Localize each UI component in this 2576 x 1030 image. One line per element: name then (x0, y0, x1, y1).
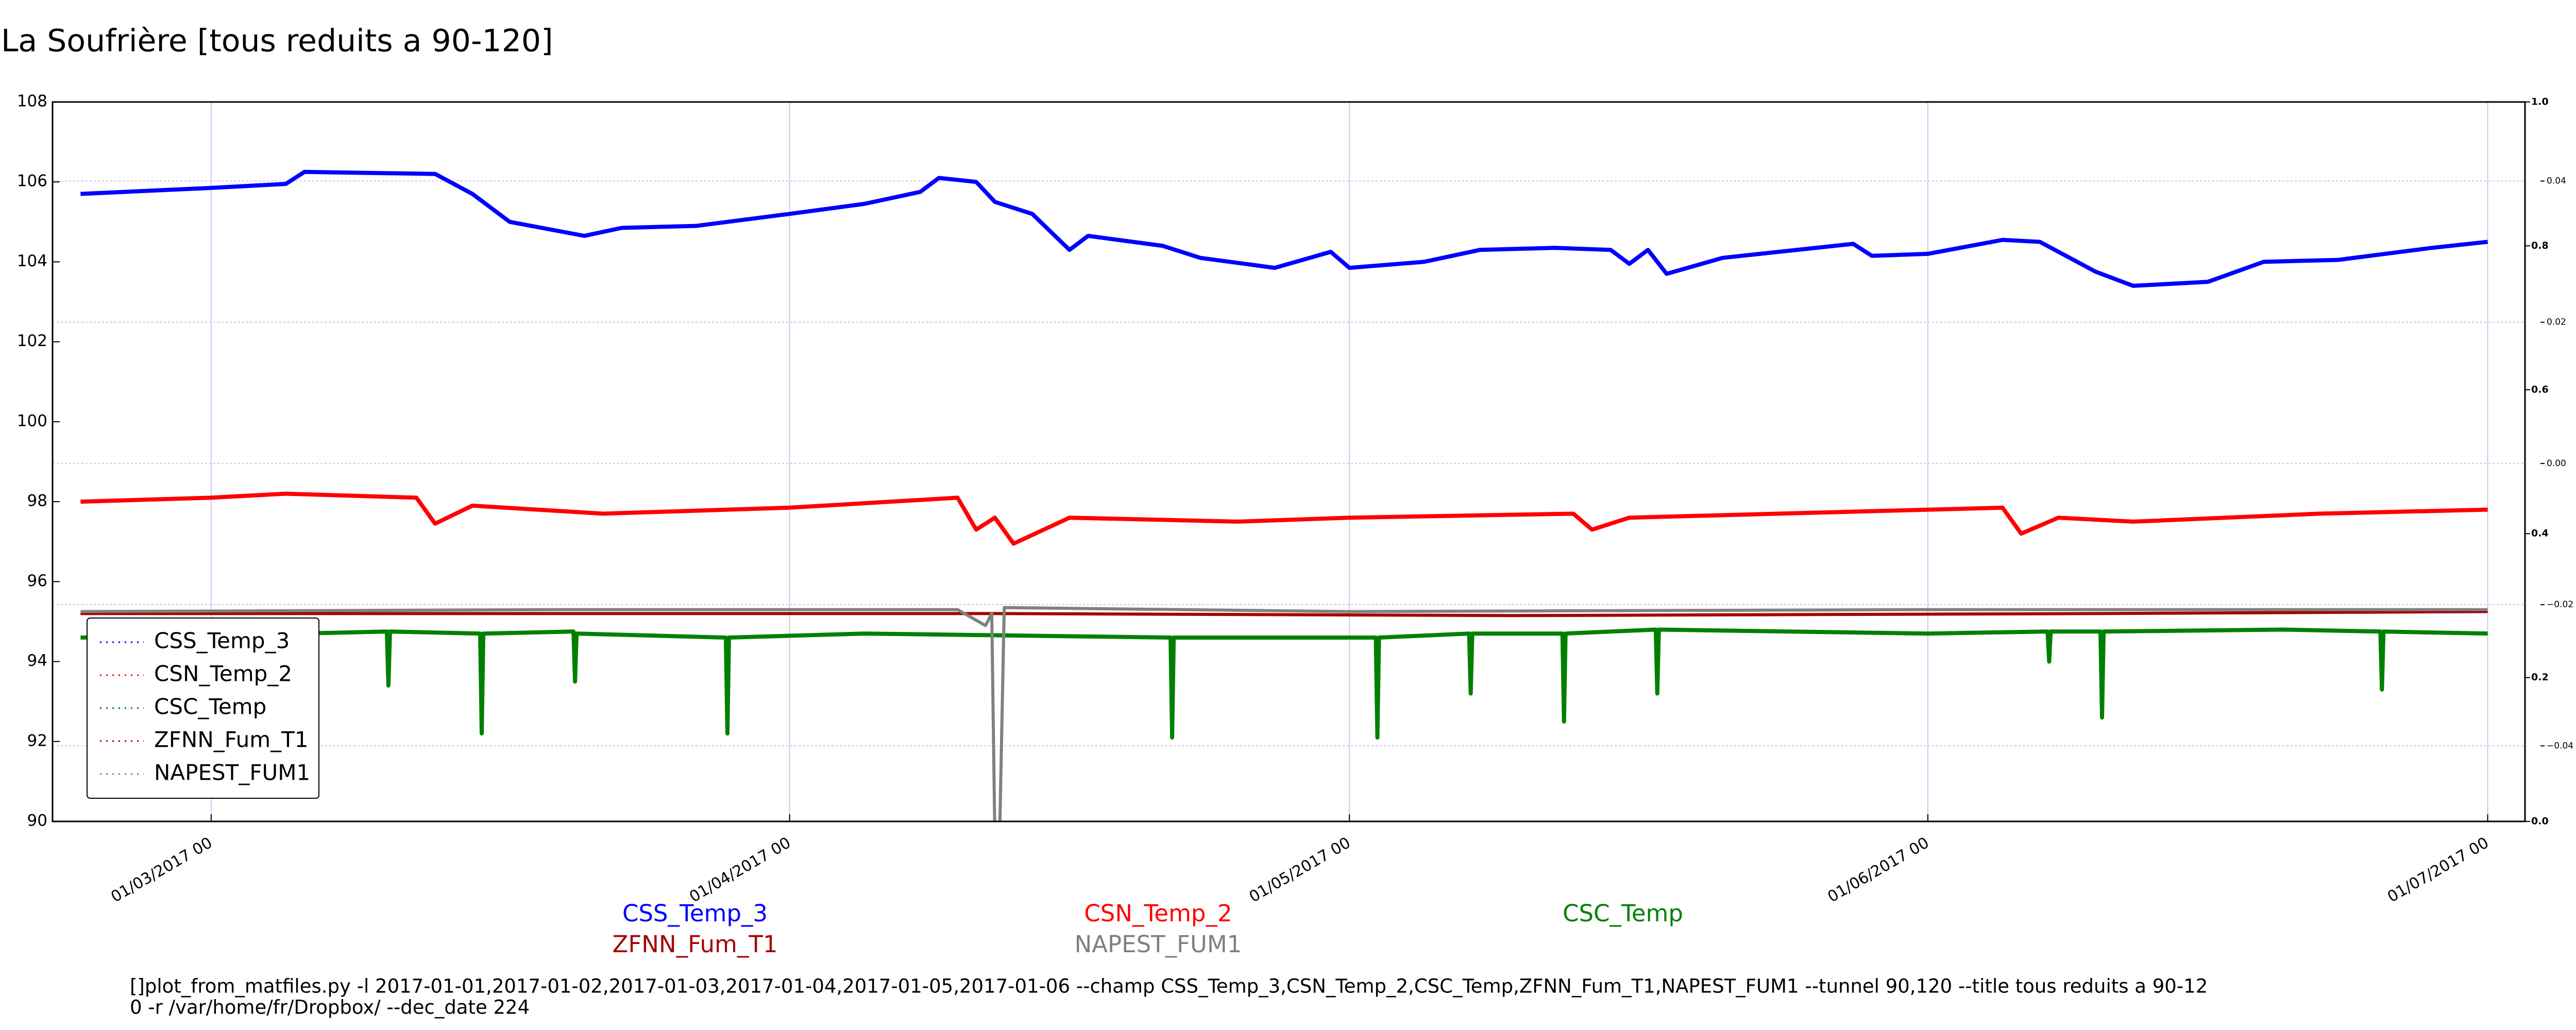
legend-label: CSC_Temp (154, 694, 266, 719)
y3-tick-label: −0.04 (2547, 741, 2573, 751)
y-tick-label: 104 (17, 252, 47, 270)
series-line (80, 169, 2488, 288)
series-line (80, 627, 2488, 740)
y-tick-label: 92 (27, 731, 47, 750)
y-tick-label: 106 (17, 172, 47, 191)
legend-box (87, 617, 319, 799)
y2-tick-label: 0.2 (2531, 672, 2549, 683)
y-tick-label: 94 (27, 651, 47, 670)
plot-lines (80, 169, 2488, 821)
series-label: CSC_Temp (1563, 900, 1683, 927)
y3-tick-label: 0.00 (2547, 458, 2566, 469)
legend-label: NAPEST_FUM1 (154, 760, 310, 785)
y3-tick-label: 0.04 (2547, 176, 2566, 186)
y2-tick-label: 0.8 (2531, 240, 2549, 251)
footer-line: 0 -r /var/home/fr/Dropbox/ --dec_date 22… (130, 997, 530, 1019)
y2-tick-label: 1.0 (2531, 96, 2549, 108)
series-line (80, 491, 2488, 546)
x-tick-label: 01/04/2017 00 (686, 834, 794, 906)
series-label: ZFNN_Fum_T1 (613, 931, 778, 958)
y-tick-label: 98 (27, 492, 47, 510)
legend-label: CSN_Temp_2 (154, 661, 292, 686)
y2-tick-label: 0.6 (2531, 384, 2549, 395)
series-label: NAPEST_FUM1 (1075, 931, 1242, 958)
y2-tick-label: 0.0 (2531, 816, 2549, 827)
series-label: CSS_Temp_3 (622, 900, 768, 927)
series-line (80, 610, 2488, 617)
plot-frame (52, 101, 2526, 822)
y-tick-label: 102 (17, 332, 47, 350)
x-tick-label: 01/06/2017 00 (1825, 834, 1933, 906)
grid (53, 102, 2525, 821)
legend-label: CSS_Temp_3 (154, 628, 290, 654)
x-tick-label: 01/03/2017 00 (108, 834, 216, 906)
series-labels: CSS_Temp_3 CSN_Temp_2 CSC_Temp ZFNN_Fum_T1 N… (613, 900, 1683, 958)
y-tick-label: 96 (27, 572, 47, 590)
y-tick-label: 108 (17, 92, 47, 111)
series-label: CSN_Temp_2 (1084, 900, 1232, 927)
series-line (80, 606, 2488, 821)
chart-title: La Soufrière [tous reduits a 90-120] (1, 23, 553, 59)
y3-tick-label: 0.02 (2547, 317, 2566, 328)
y-tick-label: 100 (17, 411, 47, 430)
legend-label: ZFNN_Fum_T1 (154, 727, 309, 752)
x-tick-label: 01/07/2017 00 (2384, 834, 2492, 906)
y3-tick-label: −0.02 (2547, 599, 2573, 610)
footer-line: []plot_from_matfiles.py -l 2017-01-01,20… (130, 975, 2208, 998)
y2-tick-label: 0.4 (2531, 528, 2549, 539)
legend: CSS_Temp_3 CSN_Temp_2 CSC_Temp ZFNN_Fum_T1 N… (87, 617, 319, 799)
x-tick-label: 01/05/2017 00 (1246, 834, 1354, 906)
y-tick-label: 90 (27, 812, 47, 830)
